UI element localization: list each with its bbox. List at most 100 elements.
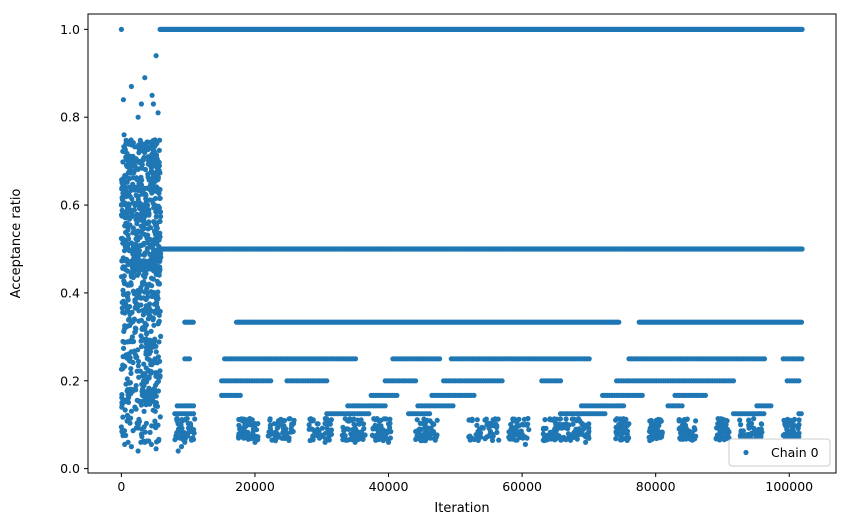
- data-point: [751, 416, 757, 422]
- data-point: [120, 287, 126, 293]
- data-point: [121, 132, 127, 138]
- data-point: [720, 425, 726, 431]
- data-point: [798, 319, 805, 325]
- data-point: [133, 241, 139, 247]
- data-point: [185, 431, 191, 437]
- data-point: [119, 395, 125, 401]
- data-point: [136, 291, 142, 297]
- data-point: [141, 258, 147, 264]
- data-point: [360, 433, 366, 439]
- data-point: [559, 425, 565, 431]
- data-point: [246, 421, 252, 428]
- y-tick-label: 0.0: [60, 461, 80, 476]
- data-point: [158, 333, 164, 339]
- data-point: [156, 147, 162, 153]
- data-point: [563, 437, 569, 443]
- data-point: [120, 258, 126, 264]
- data-point: [125, 439, 131, 445]
- data-point: [617, 433, 624, 439]
- data-point: [474, 422, 480, 428]
- data-point: [145, 220, 151, 226]
- data-point: [174, 417, 180, 423]
- y-tick-label: 0.6: [60, 198, 80, 213]
- data-point: [499, 378, 505, 384]
- data-point: [799, 246, 805, 252]
- data-point: [756, 430, 762, 436]
- data-point: [142, 75, 148, 81]
- data-point: [540, 426, 547, 432]
- data-point: [417, 432, 423, 438]
- data-point: [148, 289, 154, 295]
- data-point: [136, 270, 142, 276]
- data-point: [281, 418, 288, 424]
- data-point: [120, 264, 126, 270]
- data-point: [150, 138, 156, 144]
- data-point: [514, 420, 520, 427]
- data-point: [342, 433, 348, 439]
- data-point: [492, 416, 498, 422]
- data-point: [316, 434, 322, 440]
- data-point: [621, 403, 627, 409]
- data-point: [151, 205, 157, 211]
- data-point: [496, 437, 502, 443]
- data-point: [581, 422, 588, 428]
- data-point: [143, 303, 149, 309]
- data-point: [140, 141, 146, 147]
- data-point: [580, 427, 586, 433]
- data-point: [146, 374, 152, 380]
- data-point: [152, 408, 158, 414]
- x-tick-label: 60000: [502, 479, 542, 494]
- data-point: [648, 422, 655, 428]
- data-point: [143, 296, 149, 303]
- data-point: [796, 417, 802, 423]
- data-point: [510, 416, 516, 422]
- data-point: [188, 437, 195, 443]
- data-point: [127, 311, 133, 317]
- data-point: [649, 426, 655, 432]
- data-point: [120, 362, 126, 368]
- data-point: [121, 144, 127, 150]
- y-axis: 0.0 0.2 0.4 0.6 0.8 1.0: [60, 22, 88, 476]
- data-point: [121, 211, 127, 217]
- data-point: [155, 233, 161, 239]
- data-point: [648, 417, 654, 424]
- data-point: [252, 439, 258, 445]
- data-point: [357, 421, 363, 427]
- data-point: [289, 422, 295, 428]
- data-point: [139, 165, 145, 171]
- data-point: [157, 368, 163, 374]
- data-point: [340, 424, 346, 430]
- data-point: [140, 147, 147, 154]
- data-point: [120, 159, 126, 165]
- data-point: [480, 425, 486, 431]
- data-point: [565, 431, 572, 437]
- data-point: [140, 312, 146, 318]
- data-point: [152, 418, 158, 424]
- data-point: [548, 417, 554, 423]
- data-point: [602, 411, 608, 417]
- data-point: [135, 358, 142, 365]
- data-point: [120, 433, 126, 439]
- data-point: [795, 423, 802, 429]
- data-point: [346, 437, 352, 443]
- data-point: [471, 392, 477, 398]
- data-point: [123, 381, 129, 387]
- data-point: [275, 418, 282, 424]
- data-point: [267, 417, 273, 423]
- data-point: [118, 235, 124, 242]
- data-point: [487, 433, 493, 439]
- data-point: [124, 339, 130, 345]
- data-point: [746, 425, 752, 431]
- data-point: [120, 300, 126, 306]
- data-point: [157, 218, 163, 224]
- data-point: [143, 307, 149, 313]
- data-point: [130, 288, 136, 294]
- data-point: [243, 417, 250, 423]
- data-point: [542, 417, 548, 423]
- data-point: [144, 139, 150, 145]
- data-point: [131, 316, 137, 322]
- data-point: [177, 422, 183, 428]
- data-point: [483, 416, 489, 422]
- data-point: [132, 144, 138, 150]
- data-point: [387, 416, 393, 422]
